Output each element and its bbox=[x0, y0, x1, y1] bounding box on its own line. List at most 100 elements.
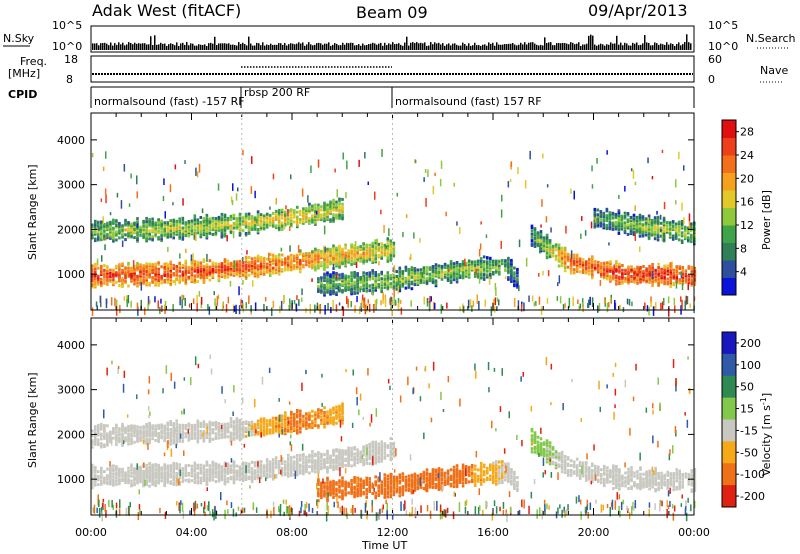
heatmap-clutter bbox=[667, 296, 670, 304]
heatmap-cell bbox=[124, 272, 127, 276]
nsky-bar bbox=[134, 42, 136, 50]
heatmap-cell bbox=[259, 265, 263, 269]
heatmap-cell bbox=[660, 271, 663, 275]
heatmap-cell bbox=[591, 255, 594, 259]
heatmap-cell bbox=[151, 222, 154, 226]
heatmap-cell bbox=[617, 223, 621, 227]
heatmap-cell bbox=[510, 270, 513, 274]
heatmap-cell bbox=[647, 225, 651, 229]
heatmap-cell bbox=[193, 474, 197, 478]
nsky-bar bbox=[96, 43, 98, 50]
heatmap-cell bbox=[365, 457, 368, 461]
heatmap-cell bbox=[280, 210, 284, 214]
heatmap-speck bbox=[683, 165, 685, 171]
heatmap-cell bbox=[238, 212, 242, 216]
heatmap-speck bbox=[540, 224, 542, 228]
heatmap-speck bbox=[545, 216, 548, 223]
heatmap-cell bbox=[323, 274, 326, 278]
heatmap-cell bbox=[320, 284, 323, 288]
heatmap-cell bbox=[136, 266, 139, 270]
heatmap-cell bbox=[199, 272, 203, 276]
heatmap-cell bbox=[274, 475, 278, 479]
heatmap-cell bbox=[653, 225, 657, 229]
heatmap-cell bbox=[359, 452, 362, 456]
heatmap-cell bbox=[118, 433, 121, 437]
heatmap-cell bbox=[575, 261, 579, 265]
heatmap-speck bbox=[364, 152, 366, 159]
heatmap-cell bbox=[262, 214, 266, 218]
heatmap-cell bbox=[284, 210, 287, 214]
heatmap-cell bbox=[368, 455, 371, 459]
heatmap-cell bbox=[467, 266, 471, 269]
heatmap-cell bbox=[440, 266, 444, 270]
heatmap-cell bbox=[563, 249, 567, 253]
heatmap-cell bbox=[305, 468, 308, 472]
heatmap-cell bbox=[455, 272, 459, 276]
heatmap-cell bbox=[687, 239, 690, 243]
heatmap-cell bbox=[199, 220, 203, 224]
nsky-bar bbox=[372, 42, 374, 50]
heatmap-cell bbox=[109, 220, 112, 224]
heatmap-speck bbox=[660, 228, 662, 233]
heatmap-cell bbox=[238, 465, 242, 469]
heatmap-cell bbox=[229, 227, 233, 231]
heatmap-cell bbox=[169, 265, 172, 269]
heatmap-cell bbox=[353, 290, 356, 294]
heatmap-cell bbox=[407, 276, 411, 280]
heatmap-cell bbox=[380, 242, 383, 246]
heatmap-clutter bbox=[110, 297, 113, 306]
heatmap-speck bbox=[661, 232, 664, 242]
heatmap-cell bbox=[510, 262, 513, 266]
heatmap-speck bbox=[332, 263, 335, 270]
heatmap-cell bbox=[377, 452, 380, 456]
heatmap-cell bbox=[112, 467, 115, 471]
heatmap-cell bbox=[677, 225, 681, 229]
heatmap-cell bbox=[615, 269, 618, 273]
heatmap-cell bbox=[332, 277, 335, 281]
heatmap-cell bbox=[630, 278, 633, 282]
heatmap-cell bbox=[214, 231, 218, 235]
heatmap-cell bbox=[220, 465, 224, 469]
heatmap-cell bbox=[100, 281, 103, 284]
nsky-bar bbox=[356, 45, 358, 50]
heatmap-cell bbox=[371, 253, 374, 256]
heatmap-cell bbox=[193, 268, 197, 271]
heatmap-cell bbox=[641, 224, 645, 228]
heatmap-cell bbox=[106, 434, 109, 437]
heatmap-cell bbox=[608, 227, 612, 231]
heatmap-cell bbox=[94, 271, 97, 274]
heatmap-cell bbox=[476, 267, 480, 271]
heatmap-cell bbox=[106, 424, 109, 428]
heatmap-cell bbox=[271, 218, 275, 222]
heatmap-cell bbox=[663, 275, 666, 279]
heatmap-speck bbox=[132, 260, 135, 269]
heatmap-cell bbox=[205, 274, 209, 278]
heatmap-cell bbox=[317, 278, 320, 282]
heatmap-cell bbox=[130, 471, 133, 475]
heatmap-clutter bbox=[619, 304, 621, 310]
heatmap-cell bbox=[256, 265, 260, 269]
heatmap-cell bbox=[591, 266, 594, 270]
heatmap-cell bbox=[250, 226, 254, 230]
heatmap-cell bbox=[410, 266, 414, 270]
heatmap-cell bbox=[362, 450, 365, 454]
heatmap-cell bbox=[217, 223, 221, 227]
heatmap-cell bbox=[97, 475, 100, 478]
heatmap-cell bbox=[238, 471, 242, 475]
heatmap-cell bbox=[271, 255, 275, 259]
heatmap-cell bbox=[389, 250, 393, 254]
heatmap-cell bbox=[287, 260, 290, 264]
heatmap-cell bbox=[229, 469, 233, 473]
heatmap-cell bbox=[175, 269, 178, 273]
heatmap-cell bbox=[97, 431, 100, 435]
nsky-bar bbox=[306, 44, 308, 50]
heatmap-cell bbox=[199, 267, 203, 271]
heatmap-cell bbox=[142, 224, 145, 228]
heatmap-speck bbox=[182, 198, 184, 206]
heatmap-cell bbox=[678, 271, 681, 275]
heatmap-cell bbox=[151, 264, 154, 268]
heatmap-cell bbox=[593, 225, 597, 229]
heatmap-cell bbox=[181, 236, 185, 240]
heatmap-cell bbox=[536, 231, 540, 235]
nsky-bar bbox=[670, 43, 672, 50]
